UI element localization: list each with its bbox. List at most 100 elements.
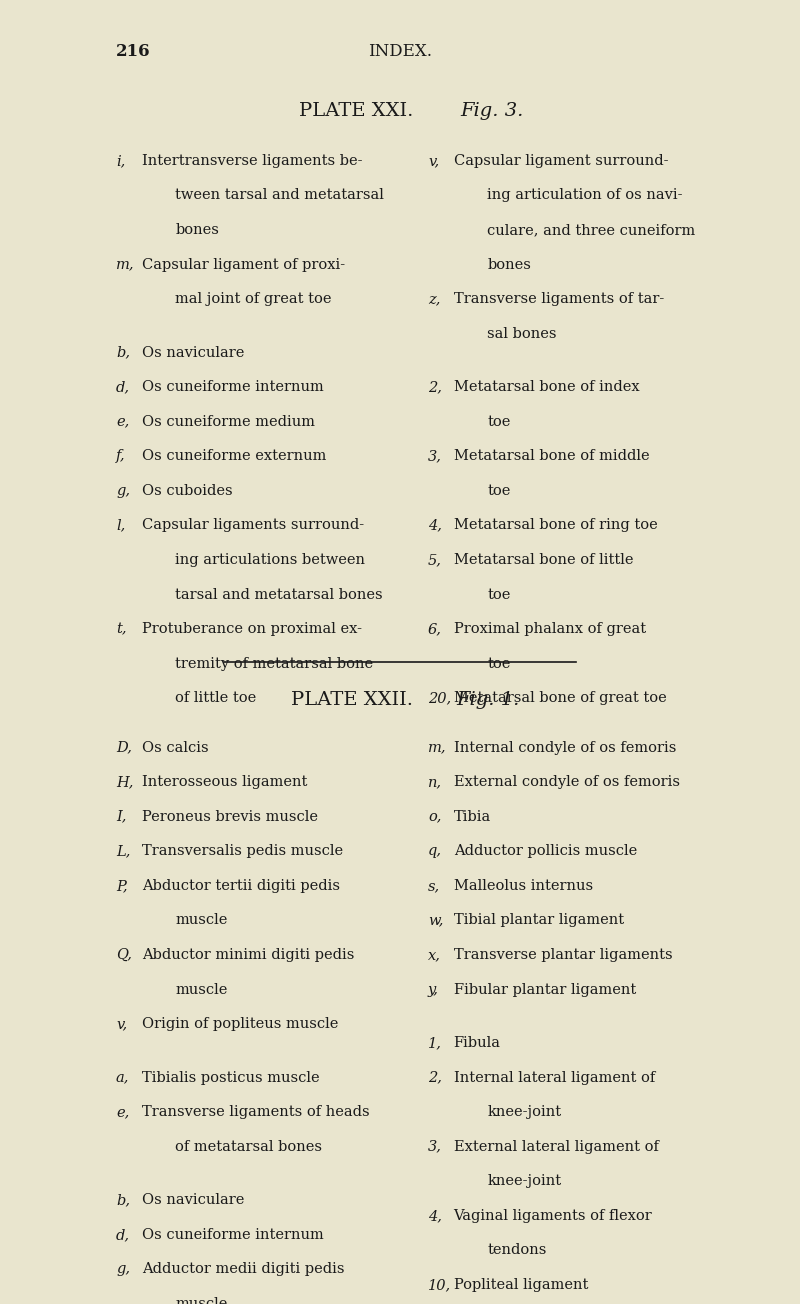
Text: e,: e, <box>116 415 130 429</box>
Text: ing articulations between: ing articulations between <box>175 553 365 567</box>
Text: Internal condyle of os femoris: Internal condyle of os femoris <box>454 741 676 755</box>
Text: Interosseous ligament: Interosseous ligament <box>142 775 307 789</box>
Text: tremity of metatarsal bone: tremity of metatarsal bone <box>175 657 374 670</box>
Text: PLATE XXI.: PLATE XXI. <box>299 102 413 120</box>
Text: y,: y, <box>428 983 439 996</box>
Text: sal bones: sal bones <box>487 326 557 340</box>
Text: External condyle of os femoris: External condyle of os femoris <box>454 775 680 789</box>
Text: a,: a, <box>116 1071 130 1085</box>
Text: Metatarsal bone of little: Metatarsal bone of little <box>454 553 633 567</box>
Text: Abductor minimi digiti pedis: Abductor minimi digiti pedis <box>142 948 354 962</box>
Text: Q,: Q, <box>116 948 132 962</box>
Text: ing articulation of os navi-: ing articulation of os navi- <box>487 188 682 202</box>
Text: Os cuneiforme internum: Os cuneiforme internum <box>142 381 323 394</box>
Text: Transversalis pedis muscle: Transversalis pedis muscle <box>142 845 342 858</box>
Text: Metatarsal bone of ring toe: Metatarsal bone of ring toe <box>454 519 658 532</box>
Text: Fibular plantar ligament: Fibular plantar ligament <box>454 983 636 996</box>
Text: I,: I, <box>116 810 126 824</box>
Text: 2,: 2, <box>428 381 442 394</box>
Text: Fig. 1.: Fig. 1. <box>456 691 520 709</box>
Text: 1,: 1, <box>428 1037 442 1050</box>
Text: e,: e, <box>116 1106 130 1119</box>
Text: Transverse plantar ligaments: Transverse plantar ligaments <box>454 948 672 962</box>
Text: z,: z, <box>428 292 440 306</box>
Text: 5,: 5, <box>428 553 442 567</box>
Text: tendons: tendons <box>487 1244 546 1257</box>
Text: 20,: 20, <box>428 691 451 705</box>
Text: P,: P, <box>116 879 127 893</box>
Text: H,: H, <box>116 775 134 789</box>
Text: External lateral ligament of: External lateral ligament of <box>454 1140 658 1154</box>
Text: muscle: muscle <box>175 1297 227 1304</box>
Text: Capsular ligament surround-: Capsular ligament surround- <box>454 154 668 168</box>
Text: knee-joint: knee-joint <box>487 1175 562 1188</box>
Text: b,: b, <box>116 346 130 360</box>
Text: d,: d, <box>116 381 130 394</box>
Text: Capsular ligaments surround-: Capsular ligaments surround- <box>142 519 364 532</box>
Text: 4,: 4, <box>428 1209 442 1223</box>
Text: PLATE XXII.: PLATE XXII. <box>291 691 413 709</box>
Text: tarsal and metatarsal bones: tarsal and metatarsal bones <box>175 588 383 601</box>
Text: of metatarsal bones: of metatarsal bones <box>175 1140 322 1154</box>
Text: L,: L, <box>116 845 130 858</box>
Text: 2,: 2, <box>428 1071 442 1085</box>
Text: Os cuneiforme medium: Os cuneiforme medium <box>142 415 314 429</box>
Text: muscle: muscle <box>175 983 227 996</box>
Text: Fig. 3.: Fig. 3. <box>460 102 524 120</box>
Text: tween tarsal and metatarsal: tween tarsal and metatarsal <box>175 188 384 202</box>
Text: Protuberance on proximal ex-: Protuberance on proximal ex- <box>142 622 362 636</box>
Text: Metatarsal bone of index: Metatarsal bone of index <box>454 381 639 394</box>
Text: Os cuneiforme internum: Os cuneiforme internum <box>142 1228 323 1241</box>
Text: Adductor pollicis muscle: Adductor pollicis muscle <box>454 845 637 858</box>
Text: g,: g, <box>116 1262 130 1277</box>
Text: Capsular ligament of proxi-: Capsular ligament of proxi- <box>142 257 345 271</box>
Text: m,: m, <box>428 741 446 755</box>
Text: Malleolus internus: Malleolus internus <box>454 879 593 893</box>
Text: D,: D, <box>116 741 132 755</box>
Text: 3,: 3, <box>428 450 442 463</box>
Text: Tibialis posticus muscle: Tibialis posticus muscle <box>142 1071 319 1085</box>
Text: Origin of popliteus muscle: Origin of popliteus muscle <box>142 1017 338 1031</box>
Text: Peroneus brevis muscle: Peroneus brevis muscle <box>142 810 318 824</box>
Text: of little toe: of little toe <box>175 691 257 705</box>
Text: INDEX.: INDEX. <box>368 43 432 60</box>
Text: Metatarsal bone of middle: Metatarsal bone of middle <box>454 450 650 463</box>
Text: Internal lateral ligament of: Internal lateral ligament of <box>454 1071 655 1085</box>
Text: 4,: 4, <box>428 519 442 532</box>
Text: toe: toe <box>487 415 510 429</box>
Text: m,: m, <box>116 257 134 271</box>
Text: 3,: 3, <box>428 1140 442 1154</box>
Text: i,: i, <box>116 154 126 168</box>
Text: 10,: 10, <box>428 1278 451 1292</box>
Text: t,: t, <box>116 622 126 636</box>
Text: Transverse ligaments of tar-: Transverse ligaments of tar- <box>454 292 664 306</box>
Text: o,: o, <box>428 810 442 824</box>
Text: Os cuboides: Os cuboides <box>142 484 232 498</box>
Text: v,: v, <box>428 154 439 168</box>
Text: Popliteal ligament: Popliteal ligament <box>454 1278 588 1292</box>
Text: Intertransverse ligaments be-: Intertransverse ligaments be- <box>142 154 362 168</box>
Text: Os cuneiforme externum: Os cuneiforme externum <box>142 450 326 463</box>
Text: Metatarsal bone of great toe: Metatarsal bone of great toe <box>454 691 666 705</box>
Text: d,: d, <box>116 1228 130 1241</box>
Text: 6,: 6, <box>428 622 442 636</box>
Text: knee-joint: knee-joint <box>487 1106 562 1119</box>
Text: n,: n, <box>428 775 442 789</box>
Text: g,: g, <box>116 484 130 498</box>
Text: bones: bones <box>487 257 531 271</box>
Text: Tibia: Tibia <box>454 810 491 824</box>
Text: Os naviculare: Os naviculare <box>142 346 244 360</box>
Text: toe: toe <box>487 588 510 601</box>
Text: culare, and three cuneiform: culare, and three cuneiform <box>487 223 695 237</box>
Text: b,: b, <box>116 1193 130 1208</box>
Text: x,: x, <box>428 948 441 962</box>
Text: Proximal phalanx of great: Proximal phalanx of great <box>454 622 646 636</box>
Text: 216: 216 <box>116 43 150 60</box>
Text: s,: s, <box>428 879 440 893</box>
Text: Vaginal ligaments of flexor: Vaginal ligaments of flexor <box>454 1209 652 1223</box>
Text: q,: q, <box>428 845 442 858</box>
Text: Fibula: Fibula <box>454 1037 501 1050</box>
Text: Os naviculare: Os naviculare <box>142 1193 244 1208</box>
Text: f,: f, <box>116 450 126 463</box>
Text: Abductor tertii digiti pedis: Abductor tertii digiti pedis <box>142 879 340 893</box>
